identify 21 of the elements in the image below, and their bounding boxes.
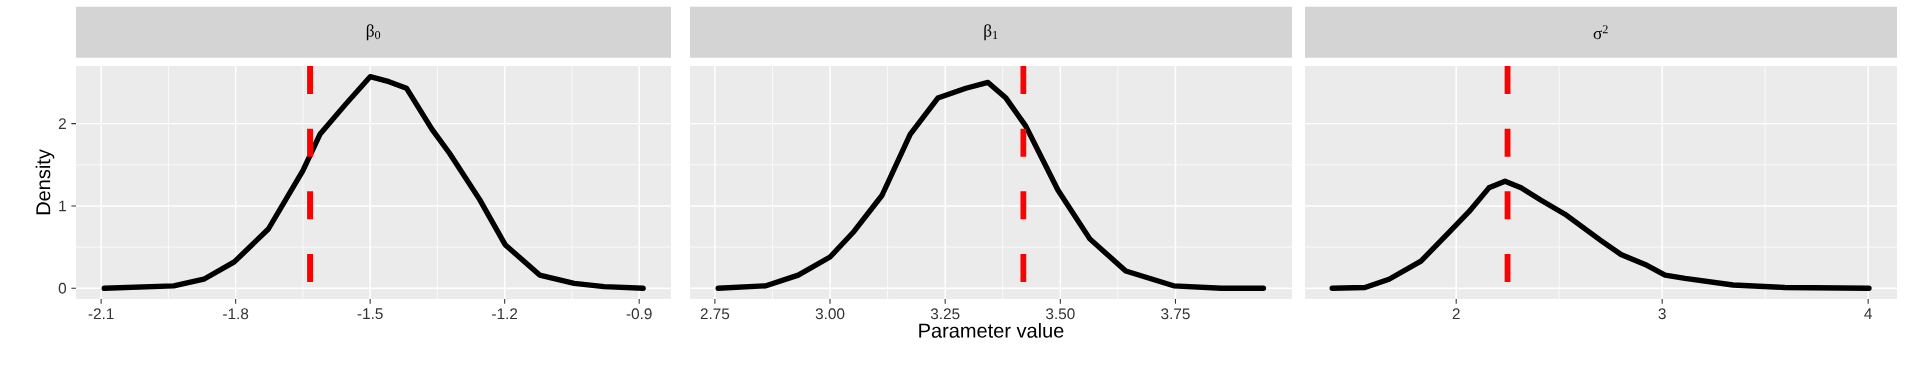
y-tick-label: 0: [58, 282, 67, 294]
chart-title: β$_{0}$: [366, 24, 381, 41]
x-tick-label: -2.1: [88, 308, 114, 320]
x-tick-label: 3.50: [1045, 308, 1075, 320]
chart-title: σ$^{2}$: [1593, 25, 1608, 40]
x-tick-label: -1.8: [223, 308, 249, 320]
x-tick-label: 2: [1452, 308, 1460, 320]
x-tick-label: -0.9: [626, 308, 652, 320]
x-tick-label: 3.75: [1161, 308, 1190, 320]
x-tick-label: 3.25: [930, 308, 960, 320]
x-axis-title: Parameter value: [919, 323, 1064, 338]
x-tick-label: -1.2: [492, 308, 518, 320]
x-tick-label: 3: [1658, 308, 1666, 320]
x-tick-label: 3.00: [815, 308, 845, 320]
y-axis-title: Density: [35, 149, 55, 215]
y-tick-label: 1: [59, 200, 66, 212]
chart-title: β$_{1}$: [984, 24, 998, 41]
x-tick-label: -1.5: [357, 308, 383, 320]
y-tick-label: 2: [58, 118, 66, 129]
x-tick-label: 2.75: [700, 308, 730, 320]
x-tick-label: 4: [1864, 308, 1872, 319]
